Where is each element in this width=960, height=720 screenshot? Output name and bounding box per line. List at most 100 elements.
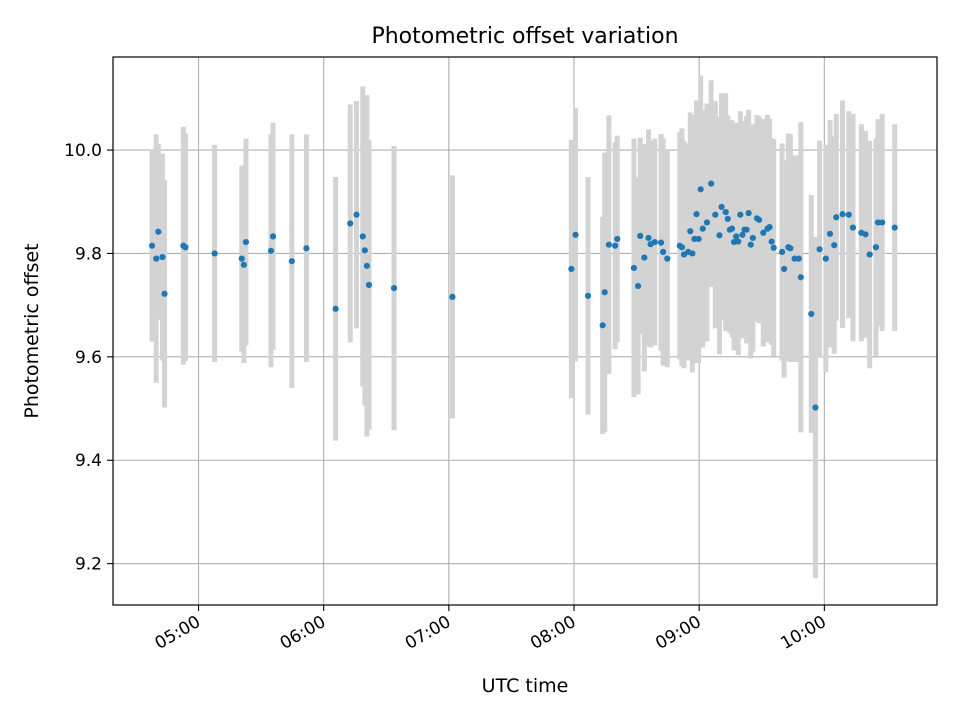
data-point <box>745 210 752 217</box>
data-point <box>747 241 754 248</box>
data-point <box>693 211 700 218</box>
y-tick-label: 10.0 <box>64 141 102 161</box>
data-point <box>716 232 723 239</box>
data-point <box>787 245 794 252</box>
data-point <box>749 234 756 242</box>
data-point <box>449 293 456 300</box>
data-point <box>240 261 247 268</box>
data-point <box>242 238 250 246</box>
y-tick-label: 9.4 <box>75 451 102 471</box>
data-point <box>614 235 621 243</box>
data-point <box>722 208 729 216</box>
data-point <box>728 225 736 232</box>
data-point <box>269 233 277 240</box>
data-point <box>161 290 168 297</box>
data-point <box>637 232 644 239</box>
data-point <box>879 219 886 226</box>
data-point <box>630 264 638 272</box>
data-point <box>390 284 398 292</box>
data-point <box>862 231 869 238</box>
data-point <box>724 215 731 222</box>
data-point <box>781 265 788 273</box>
chart-title: Photometric offset variation <box>371 24 678 49</box>
data-point <box>733 233 740 240</box>
data-point <box>760 229 767 236</box>
data-point <box>148 242 156 249</box>
data-point <box>822 255 829 262</box>
plot-frame <box>112 56 938 606</box>
data-point <box>645 234 652 242</box>
data-point <box>211 250 218 257</box>
data-point <box>695 235 702 243</box>
data-point <box>182 244 189 251</box>
data-point <box>708 180 715 187</box>
y-tick-label: 9.2 <box>75 555 102 575</box>
data-point <box>712 211 719 218</box>
data-point <box>768 238 775 245</box>
data-point <box>866 251 873 258</box>
data-point <box>664 255 671 262</box>
data-point <box>770 244 777 251</box>
data-point <box>839 211 846 218</box>
data-point <box>572 231 579 238</box>
data-point <box>361 247 368 254</box>
data-points <box>148 180 898 411</box>
data-point <box>778 248 786 256</box>
data-point <box>755 216 763 223</box>
data-point <box>303 245 310 252</box>
x-axis-label: UTC time <box>482 675 569 697</box>
data-point <box>816 246 823 253</box>
data-point <box>267 247 275 254</box>
data-point <box>795 255 802 262</box>
data-point <box>155 228 162 235</box>
data-point <box>766 223 773 231</box>
data-point <box>735 238 742 245</box>
data-point <box>845 211 852 218</box>
data-point <box>568 265 575 273</box>
data-point <box>872 244 880 251</box>
data-point <box>833 214 840 221</box>
data-point <box>332 305 339 312</box>
data-point <box>849 224 857 231</box>
data-point <box>359 233 366 240</box>
data-point <box>153 255 160 262</box>
data-point <box>697 186 704 193</box>
data-point <box>891 224 898 231</box>
data-point <box>718 203 725 211</box>
y-tick-label: 9.6 <box>75 348 102 368</box>
data-point <box>737 211 744 218</box>
data-point <box>365 281 373 289</box>
data-point <box>703 219 711 226</box>
data-point <box>689 250 696 257</box>
data-point <box>347 220 354 227</box>
data-point <box>739 231 746 238</box>
data-point <box>605 241 613 248</box>
data-point <box>743 226 750 233</box>
data-point <box>808 310 815 318</box>
data-point <box>797 274 804 281</box>
data-point <box>641 254 648 261</box>
data-point <box>831 242 838 249</box>
data-point <box>826 230 834 237</box>
data-point <box>238 255 245 262</box>
data-point <box>159 253 166 261</box>
data-point <box>635 282 642 290</box>
data-point <box>678 244 686 251</box>
data-point <box>660 248 667 256</box>
data-point <box>353 211 360 218</box>
data-point <box>363 262 371 269</box>
data-point <box>651 238 658 246</box>
data-point <box>601 289 608 296</box>
data-point <box>812 404 819 411</box>
y-axis-ticks: 9.2 9.4 9.6 9.8 10.0 <box>64 141 113 575</box>
y-axis-label: Photometric offset <box>21 243 43 418</box>
data-point <box>687 228 694 235</box>
data-point <box>657 239 665 246</box>
data-point <box>599 322 606 329</box>
data-point <box>288 258 295 265</box>
data-point <box>584 292 592 299</box>
data-point <box>612 242 619 249</box>
y-tick-label: 9.8 <box>75 244 102 264</box>
data-point <box>699 225 706 232</box>
